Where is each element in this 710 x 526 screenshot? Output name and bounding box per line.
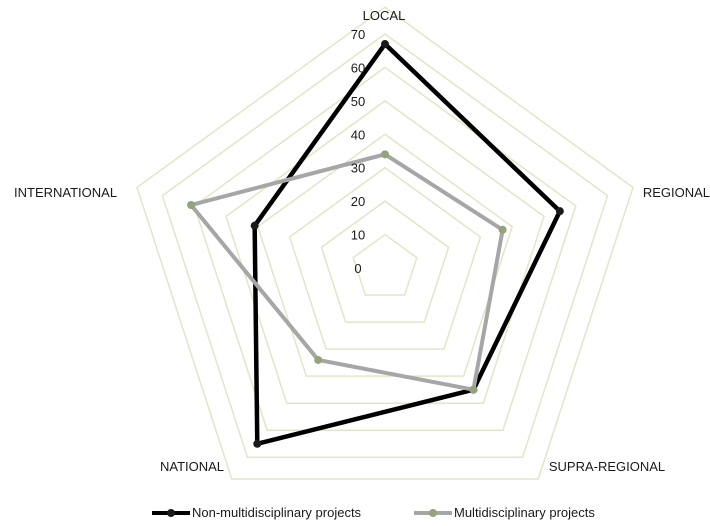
tick-label: 0 [354,261,361,276]
series-1-point [555,207,564,216]
category-labels: LOCAL REGIONAL SUPRA-REGIONAL NATIONAL INTER… [14,8,710,474]
legend-swatch-non-multidisciplinary [152,508,190,517]
tick-label: 70 [351,27,365,42]
tick-label: 10 [351,228,365,243]
series-2-point [469,385,478,394]
series-2-point [381,150,389,159]
legend-swatch-multidisciplinary [414,508,452,517]
grid-ring [352,233,418,296]
grid-ring [288,166,482,350]
grid-ring [225,99,545,404]
category-label-international: INTERNATIONAL [14,185,117,200]
tick-label: 30 [351,161,365,176]
series-2-point [498,225,507,234]
grid-ring [256,133,514,377]
series-line-2 [187,152,505,393]
grid-ring [136,6,634,480]
category-label-regional: REGIONAL [643,185,710,200]
tick-label: 60 [351,60,365,75]
legend-item-multidisciplinary: Multidisciplinary projects [414,505,595,520]
category-label-local: LOCAL [363,8,406,23]
legend: Non-multidisciplinary projects Multidisc… [0,505,710,525]
category-label-national: NATIONAL [160,459,224,474]
series-1-point [250,221,259,230]
series-1-point [253,439,262,448]
legend-label: Multidisciplinary projects [454,505,595,520]
grid-ring [193,66,577,432]
grid-ring [320,200,450,323]
radar-grid [136,6,634,480]
legend-label: Non-multidisciplinary projects [192,505,362,520]
series-2-point [187,200,196,209]
radial-tick-labels: 0 10 20 30 40 50 60 70 [351,27,365,276]
tick-label: 50 [351,94,365,109]
radar-chart: 0 10 20 30 40 50 60 70 LOCAL REGIONAL SUPRA-REGIO… [14,6,710,480]
series-2-point [314,355,323,364]
legend-item-non-multidisciplinary: Non-multidisciplinary projects [152,505,361,520]
grid-ring [161,33,609,459]
series-1-point [381,40,389,49]
category-label-supra-regional: SUPRA-REGIONAL [549,459,665,474]
series-line-1 [252,40,563,447]
radar-series [187,40,564,448]
tick-label: 40 [351,127,365,142]
tick-label: 20 [351,194,365,209]
